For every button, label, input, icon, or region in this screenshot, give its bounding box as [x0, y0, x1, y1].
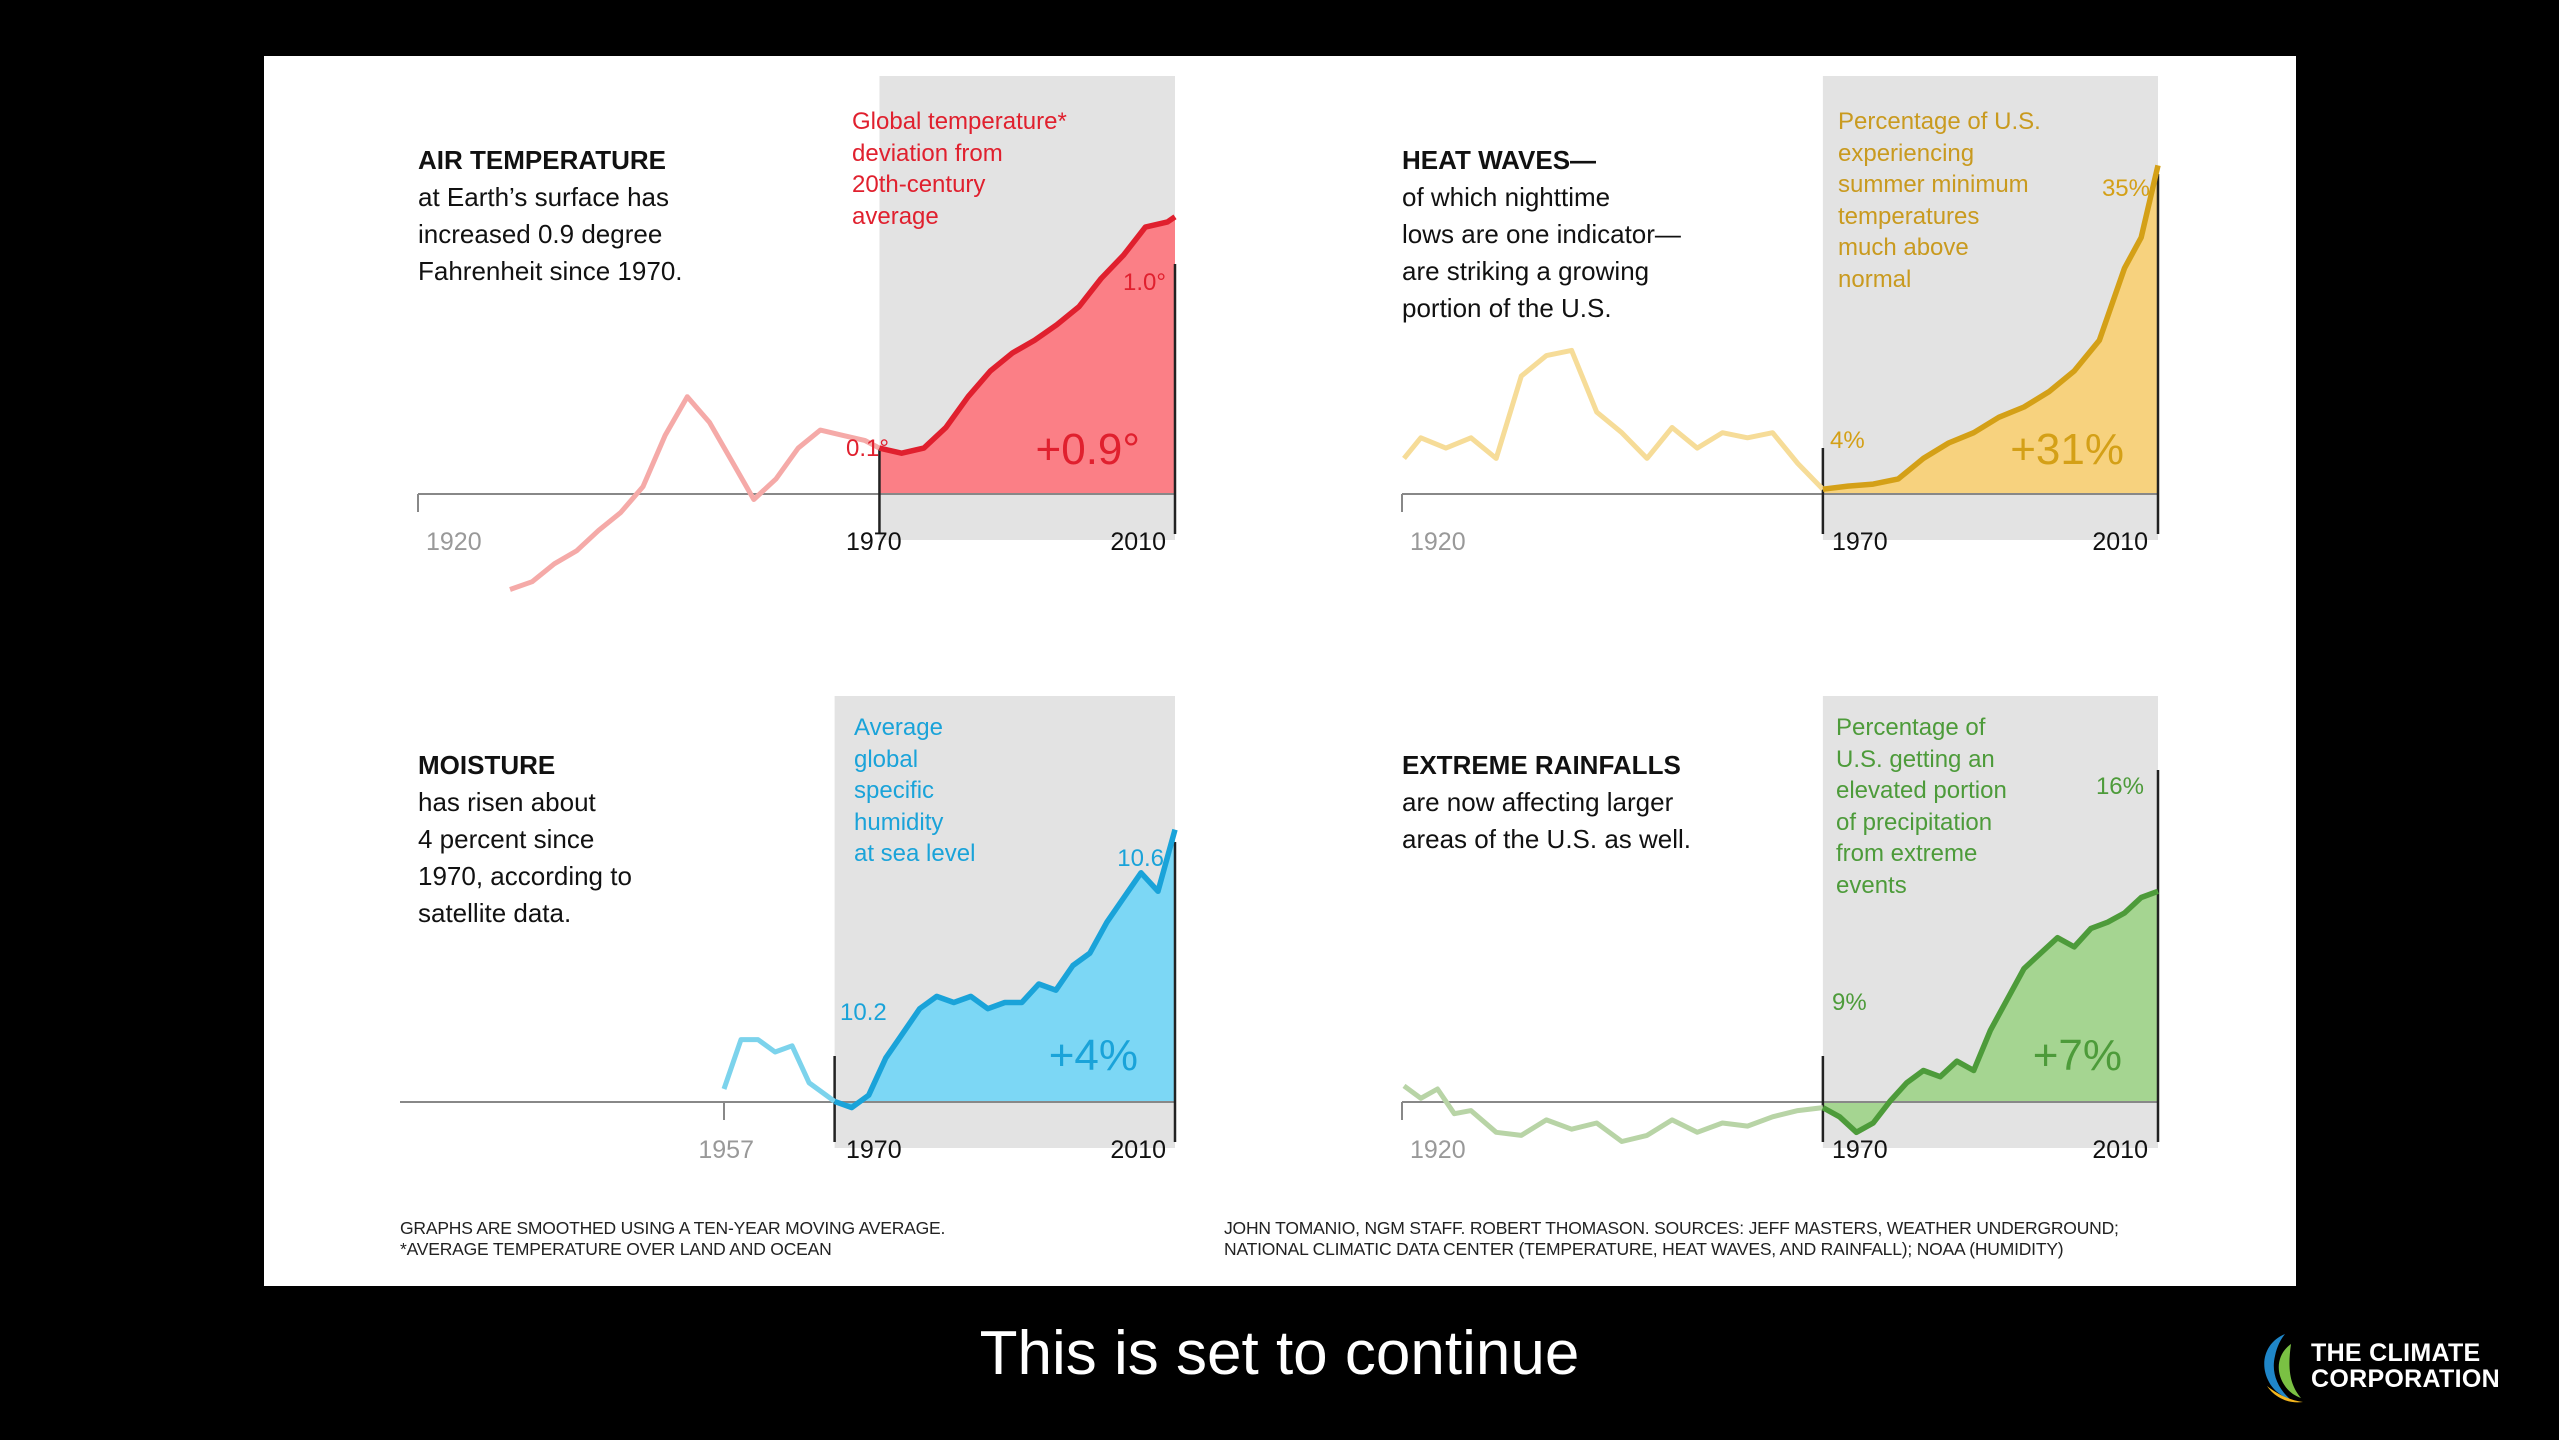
- series-line-early-rain: [1402, 1083, 1824, 1144]
- heading-moisture: MOISTURE: [418, 750, 556, 780]
- tick-label-temp-0: 1920: [426, 528, 482, 556]
- start-label-moisture: 10.2: [840, 999, 887, 1026]
- charts-canvas: 1920 1970 2010 0.1° 1.0° +0.9° 1920 1970 2010 4% 3…: [400, 76, 2161, 1164]
- tick-label-temp-1: 1970: [846, 528, 902, 556]
- heading-temp: AIR TEMPERATURE: [418, 145, 666, 175]
- chart-moisture: 1957 1970 2010 10.2 10.6 +4%: [400, 696, 1178, 1164]
- tick-label-rain-1: 1970: [1832, 1136, 1888, 1164]
- area-moisture: [834, 829, 1175, 1108]
- series-label-temp: Global temperature* deviation from 20th-…: [852, 108, 1067, 230]
- end-label-temp: 1.0°: [1123, 269, 1166, 296]
- tick-label-rain-0: 1920: [1410, 1136, 1466, 1164]
- series-line-moisture: [833, 828, 1178, 1111]
- change-label-heat: +31%: [2010, 425, 2124, 474]
- chart-heat: 1920 1970 2010 4% 35% +31%: [1401, 76, 2161, 556]
- slide-caption: This is set to continue: [979, 1319, 1580, 1388]
- change-label-moisture: +4%: [1049, 1031, 1138, 1080]
- footnote-right: JOHN TOMANIO, NGM STAFF. ROBERT THOMASON…: [1224, 1218, 2119, 1259]
- text-moisture: has risen about 4 percent since 1970, ac…: [418, 787, 632, 928]
- end-label-heat: 35%: [2102, 175, 2150, 202]
- tick-label-moisture-1: 1970: [846, 1136, 902, 1164]
- tick-label-rain-2: 2010: [2092, 1136, 2148, 1164]
- chart-temp: 1920 1970 2010 0.1° 1.0° +0.9°: [417, 76, 1177, 592]
- area-heat: [1822, 165, 2158, 494]
- series-label-rain: Percentage of U.S. getting an elevated p…: [1836, 714, 2007, 899]
- end-label-moisture: 10.6: [1117, 845, 1164, 872]
- tick-label-temp-2: 2010: [1110, 528, 1166, 556]
- series-line-heat: [1822, 164, 2161, 492]
- end-label-rain: 16%: [2096, 773, 2144, 800]
- brand-name: THE CLIMATE CORPORATION: [2311, 1339, 2500, 1393]
- caption-rain: EXTREME RAINFALLS are now affecting large…: [1402, 710, 1691, 858]
- caption-heat: HEAT WAVES— of which nighttime lows are o…: [1402, 105, 1681, 327]
- series-label-heat: Percentage of U.S. experiencing summer m…: [1838, 108, 2041, 293]
- change-label-rain: +7%: [2033, 1031, 2122, 1080]
- heading-heat: HEAT WAVES—: [1402, 145, 1597, 175]
- series-line-early-moisture: [721, 1037, 837, 1104]
- change-label-temp: +0.9°: [1036, 425, 1140, 474]
- series-line-early-heat: [1402, 347, 1825, 491]
- caption-temp: AIR TEMPERATURE at Earth’s surface has in…: [418, 105, 683, 290]
- start-label-rain: 9%: [1832, 989, 1867, 1016]
- series-line-temp: [878, 214, 1177, 456]
- series-label-moisture: Average global specific humidity at sea …: [854, 714, 976, 867]
- brand-logo: THE CLIMATE CORPORATION: [2255, 1328, 2500, 1408]
- text-rain: are now affecting larger areas of the U.…: [1402, 787, 1692, 854]
- start-label-temp: 0.1°: [846, 435, 889, 462]
- start-label-heat: 4%: [1830, 427, 1865, 454]
- text-heat: of which nighttime lows are one indicato…: [1402, 182, 1681, 323]
- area-rain: [1822, 891, 2158, 1133]
- text-temp: at Earth’s surface has increased 0.9 deg…: [418, 182, 683, 286]
- series-line-early-temp: [509, 394, 881, 592]
- tick-label-moisture-0: 1957: [698, 1136, 754, 1164]
- area-temp: [879, 216, 1175, 495]
- tick-label-heat-0: 1920: [1410, 528, 1466, 556]
- heading-rain: EXTREME RAINFALLS: [1402, 750, 1681, 780]
- chart-rain: 1920 1970 2010 9% 16% +7%: [1401, 696, 2160, 1164]
- tick-label-moisture-2: 2010: [1110, 1136, 1166, 1164]
- climate-corporation-logo-icon: [2264, 1334, 2303, 1403]
- footnote-left: GRAPHS ARE SMOOTHED USING A TEN-YEAR MOV…: [400, 1218, 946, 1259]
- tick-label-heat-2: 2010: [2092, 528, 2148, 556]
- series-line-rain: [1821, 888, 2159, 1136]
- tick-label-heat-1: 1970: [1832, 528, 1888, 556]
- caption-moisture: MOISTURE has risen about 4 percent since …: [418, 710, 632, 932]
- infographic-panel: 1920 1970 2010 0.1° 1.0° +0.9° 1920 1970 2010 4% 3…: [264, 56, 2296, 1286]
